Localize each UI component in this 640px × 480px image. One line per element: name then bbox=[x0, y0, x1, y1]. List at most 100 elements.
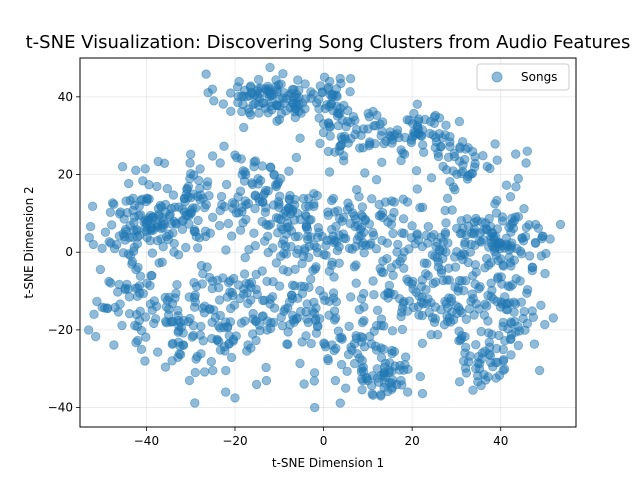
song-point bbox=[171, 288, 181, 299]
song-point bbox=[411, 165, 422, 176]
song-point bbox=[423, 271, 433, 281]
song-point bbox=[354, 305, 365, 315]
song-point bbox=[529, 339, 540, 349]
song-point bbox=[413, 116, 424, 127]
song-point bbox=[261, 103, 271, 113]
song-point bbox=[279, 208, 289, 219]
song-point bbox=[273, 228, 283, 238]
song-point bbox=[168, 190, 179, 200]
song-point bbox=[491, 343, 502, 354]
y-tick-label: 0 bbox=[65, 245, 73, 259]
song-point bbox=[337, 334, 347, 344]
song-point bbox=[88, 239, 99, 250]
song-point bbox=[342, 366, 352, 377]
song-point bbox=[195, 195, 205, 205]
song-point bbox=[238, 284, 249, 294]
song-point bbox=[131, 165, 141, 176]
song-point bbox=[260, 207, 271, 218]
song-point bbox=[117, 161, 128, 172]
song-point bbox=[275, 173, 286, 184]
data-points bbox=[83, 62, 566, 413]
song-point bbox=[437, 133, 447, 143]
song-point bbox=[513, 173, 524, 184]
song-point bbox=[163, 234, 173, 245]
song-point bbox=[379, 321, 389, 331]
song-point bbox=[432, 330, 443, 340]
song-point bbox=[196, 260, 207, 271]
song-point bbox=[226, 352, 237, 363]
song-point bbox=[357, 385, 367, 395]
song-point bbox=[297, 259, 307, 269]
song-point bbox=[117, 320, 127, 331]
song-point bbox=[498, 356, 509, 366]
song-point bbox=[243, 198, 254, 209]
song-point bbox=[476, 326, 486, 337]
song-point bbox=[489, 232, 499, 242]
song-point bbox=[497, 279, 507, 289]
song-point bbox=[367, 389, 377, 399]
song-point bbox=[519, 203, 529, 214]
song-point bbox=[304, 215, 315, 225]
song-point bbox=[357, 202, 368, 212]
song-point bbox=[402, 306, 413, 316]
song-point bbox=[255, 196, 265, 207]
song-point bbox=[323, 207, 333, 217]
x-axis-label: t-SNE Dimension 1 bbox=[272, 456, 384, 470]
song-point bbox=[231, 208, 241, 218]
song-point bbox=[331, 313, 341, 323]
song-point bbox=[104, 237, 114, 247]
song-point bbox=[485, 350, 496, 361]
song-point bbox=[339, 151, 349, 161]
song-point bbox=[328, 193, 339, 204]
legend-entry-songs: Songs bbox=[521, 70, 557, 84]
song-point bbox=[398, 194, 409, 204]
song-point bbox=[331, 84, 342, 94]
song-point bbox=[514, 326, 525, 336]
song-point bbox=[494, 370, 505, 381]
song-point bbox=[522, 285, 533, 295]
song-point bbox=[367, 194, 377, 204]
song-point bbox=[456, 251, 466, 261]
song-point bbox=[345, 73, 356, 84]
song-point bbox=[491, 357, 501, 368]
song-point bbox=[534, 365, 545, 376]
song-point bbox=[365, 331, 375, 342]
song-point bbox=[318, 291, 329, 301]
song-point bbox=[222, 321, 233, 332]
song-point bbox=[242, 346, 252, 356]
song-point bbox=[250, 203, 260, 214]
song-point bbox=[463, 357, 474, 367]
song-point bbox=[133, 262, 143, 273]
song-point bbox=[258, 311, 268, 321]
song-point bbox=[506, 329, 517, 340]
song-point bbox=[341, 383, 351, 393]
song-point bbox=[479, 310, 490, 320]
x-tick-label: 20 bbox=[405, 434, 420, 448]
song-point bbox=[257, 266, 267, 276]
song-point bbox=[371, 174, 382, 185]
song-point bbox=[229, 300, 240, 310]
song-point bbox=[95, 264, 106, 275]
song-point bbox=[427, 313, 438, 323]
song-point bbox=[486, 258, 496, 268]
song-point bbox=[253, 74, 264, 85]
song-point bbox=[492, 155, 502, 165]
song-point bbox=[186, 205, 197, 215]
song-point bbox=[151, 301, 162, 312]
song-point bbox=[377, 126, 387, 136]
song-point bbox=[538, 231, 548, 241]
x-tick-label: −20 bbox=[222, 434, 247, 448]
song-point bbox=[486, 291, 496, 302]
song-point bbox=[506, 227, 516, 237]
song-point bbox=[218, 273, 228, 283]
song-point bbox=[105, 278, 116, 288]
song-point bbox=[97, 302, 107, 313]
song-point bbox=[335, 398, 346, 408]
song-point bbox=[309, 188, 319, 199]
song-point bbox=[173, 311, 183, 321]
song-point bbox=[528, 312, 539, 323]
song-point bbox=[343, 198, 353, 208]
song-point bbox=[249, 161, 259, 172]
song-point bbox=[239, 85, 250, 96]
